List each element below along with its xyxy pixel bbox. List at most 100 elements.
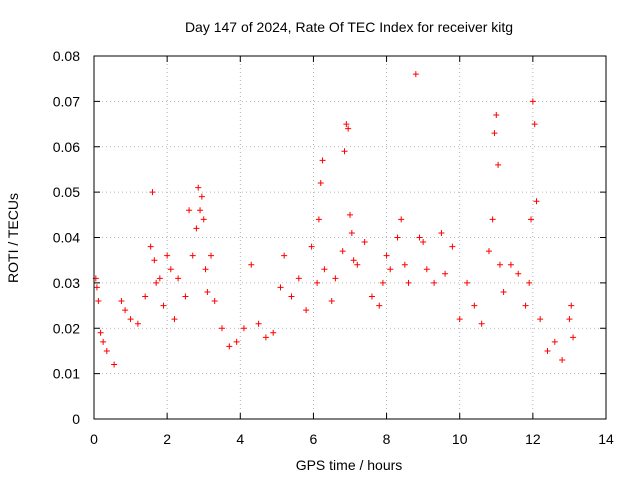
y-tick-label: 0.05 xyxy=(53,184,80,200)
data-point xyxy=(198,193,205,200)
data-point xyxy=(211,298,218,305)
data-point xyxy=(515,270,522,277)
data-point xyxy=(240,325,247,332)
data-point xyxy=(281,252,288,259)
data-point xyxy=(233,338,240,345)
x-tick-label: 6 xyxy=(310,431,318,447)
data-point xyxy=(277,284,284,291)
data-point xyxy=(431,279,438,286)
data-point xyxy=(167,266,174,273)
data-point xyxy=(97,329,104,336)
data-point xyxy=(416,234,423,241)
data-point xyxy=(401,261,408,268)
data-point xyxy=(195,184,202,191)
data-point xyxy=(526,279,533,286)
data-point xyxy=(319,157,326,164)
data-point xyxy=(348,229,355,236)
data-point xyxy=(551,338,558,345)
data-point xyxy=(533,198,540,205)
data-point xyxy=(398,216,405,223)
y-tick-label: 0.06 xyxy=(53,139,80,155)
data-point xyxy=(219,325,225,332)
data-point xyxy=(156,275,163,282)
data-point xyxy=(118,298,125,305)
data-point xyxy=(345,125,352,132)
data-point xyxy=(438,229,445,236)
data-point xyxy=(200,216,207,223)
data-point xyxy=(500,288,507,295)
data-point xyxy=(142,293,149,300)
data-point xyxy=(182,293,189,300)
axes: 0 2 4 6 8 10 12 14 0 0.01 0.02 0.03 0.04 0.05 0.06 0.07… xyxy=(53,48,614,447)
data-point xyxy=(262,334,269,341)
data-point xyxy=(491,130,498,137)
data-point xyxy=(405,279,412,286)
data-point xyxy=(566,316,573,323)
data-point xyxy=(197,207,204,214)
y-tick-label: 0.04 xyxy=(53,230,80,246)
data-point xyxy=(379,279,386,286)
y-tick-label: 0 xyxy=(72,411,80,427)
x-tick-label: 10 xyxy=(452,431,468,447)
y-tick-label: 0.03 xyxy=(53,275,80,291)
data-point xyxy=(531,121,538,128)
grid-lines xyxy=(94,56,606,419)
data-point xyxy=(111,361,118,368)
data-point xyxy=(288,293,295,300)
data-point xyxy=(189,252,196,259)
data-point xyxy=(493,111,500,118)
data-point xyxy=(122,307,129,314)
data-point xyxy=(255,320,262,327)
data-point xyxy=(149,189,156,196)
data-point xyxy=(204,288,211,295)
data-point xyxy=(164,252,171,259)
data-point xyxy=(368,293,375,300)
data-point xyxy=(295,275,302,282)
chart-title: Day 147 of 2024, Rate Of TEC Index for r… xyxy=(185,19,513,35)
data-point xyxy=(208,252,215,259)
data-point xyxy=(314,279,321,286)
x-axis-label: GPS time / hours xyxy=(296,457,403,473)
data-point xyxy=(559,357,566,364)
data-point xyxy=(186,207,193,214)
x-tick-label: 12 xyxy=(525,431,541,447)
data-point xyxy=(315,216,322,223)
data-point xyxy=(489,216,496,223)
x-tick-label: 8 xyxy=(383,431,391,447)
data-point xyxy=(151,257,158,264)
y-tick-label: 0.08 xyxy=(53,48,80,64)
data-point xyxy=(248,261,255,268)
data-point xyxy=(361,239,368,246)
data-point xyxy=(308,243,315,250)
data-point xyxy=(570,334,577,341)
data-point xyxy=(387,266,394,273)
data-point xyxy=(171,316,178,323)
data-point xyxy=(528,216,535,223)
data-point xyxy=(383,252,390,259)
data-point xyxy=(347,211,353,218)
data-point xyxy=(226,343,233,350)
data-point xyxy=(339,248,346,255)
x-tick-label: 2 xyxy=(163,431,171,447)
data-points xyxy=(92,71,577,368)
data-point xyxy=(328,298,335,305)
data-point xyxy=(537,316,544,323)
data-point xyxy=(103,347,110,354)
data-point xyxy=(100,338,107,345)
data-point xyxy=(127,316,134,323)
data-point xyxy=(442,270,449,277)
data-point xyxy=(317,180,324,187)
data-point xyxy=(420,239,427,246)
data-point xyxy=(495,161,502,168)
data-point xyxy=(456,316,463,323)
data-point xyxy=(522,302,529,309)
data-point xyxy=(354,261,361,268)
data-point xyxy=(423,266,430,273)
data-point xyxy=(496,261,503,268)
data-point xyxy=(449,243,456,250)
data-point xyxy=(270,329,277,336)
data-point xyxy=(341,148,348,155)
x-tick-label: 0 xyxy=(90,431,98,447)
data-point xyxy=(303,307,310,314)
data-point xyxy=(343,121,350,128)
